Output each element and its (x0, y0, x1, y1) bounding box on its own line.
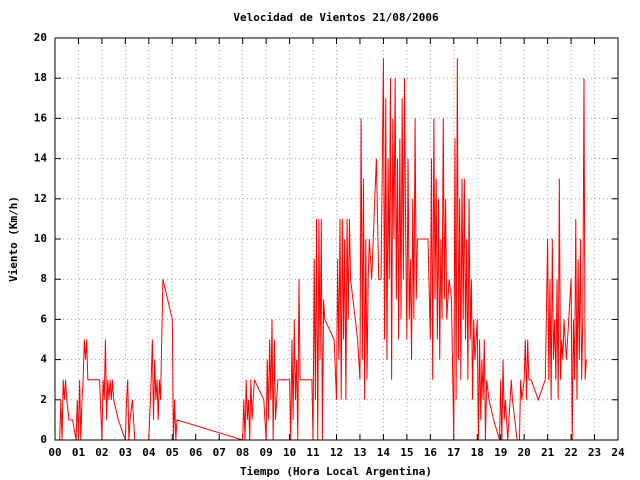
chart-title: Velocidad de Vientos 21/08/2006 (233, 11, 439, 24)
x-tick-label: 15 (400, 446, 413, 459)
x-tick-label: 17 (447, 446, 460, 459)
x-tick-label: 11 (306, 446, 320, 459)
x-tick-label: 18 (471, 446, 484, 459)
y-tick-label: 18 (34, 71, 47, 84)
x-tick-label: 00 (48, 446, 61, 459)
x-tick-label: 10 (283, 446, 296, 459)
x-tick-label: 22 (564, 446, 577, 459)
x-tick-label: 21 (541, 446, 555, 459)
plot-frame (54, 37, 619, 441)
y-tick-label: 20 (34, 31, 47, 44)
x-tick-label: 14 (377, 446, 391, 459)
y-tick-label: 14 (34, 152, 48, 165)
x-axis-label: Tiempo (Hora Local Argentina) (240, 465, 432, 478)
x-tick-label: 23 (588, 446, 601, 459)
x-tick-label: 07 (213, 446, 226, 459)
x-tick-label: 09 (260, 446, 273, 459)
y-tick-label: 6 (40, 312, 47, 325)
x-tick-label: 03 (119, 446, 132, 459)
x-tick-label: 01 (72, 446, 86, 459)
x-tick-label: 05 (166, 446, 179, 459)
x-tick-label: 20 (518, 446, 531, 459)
x-tick-label: 06 (189, 446, 203, 459)
x-tick-label: 02 (95, 446, 108, 459)
x-tick-label: 08 (236, 446, 249, 459)
y-tick-label: 10 (34, 232, 47, 245)
y-tick-label: 2 (40, 393, 47, 406)
y-tick-label: 12 (34, 192, 47, 205)
x-tick-label: 16 (424, 446, 438, 459)
x-tick-label: 12 (330, 446, 343, 459)
y-axis-label: Viento (Km/h) (7, 196, 20, 282)
y-tick-label: 8 (40, 272, 47, 285)
x-tick-label: 24 (611, 446, 625, 459)
y-tick-label: 4 (40, 353, 47, 366)
x-tick-label: 19 (494, 446, 507, 459)
x-tick-label: 04 (142, 446, 156, 459)
y-tick-label: 16 (34, 111, 48, 124)
y-tick-label: 0 (40, 433, 47, 446)
x-tick-label: 13 (353, 446, 366, 459)
data-line (59, 58, 587, 441)
